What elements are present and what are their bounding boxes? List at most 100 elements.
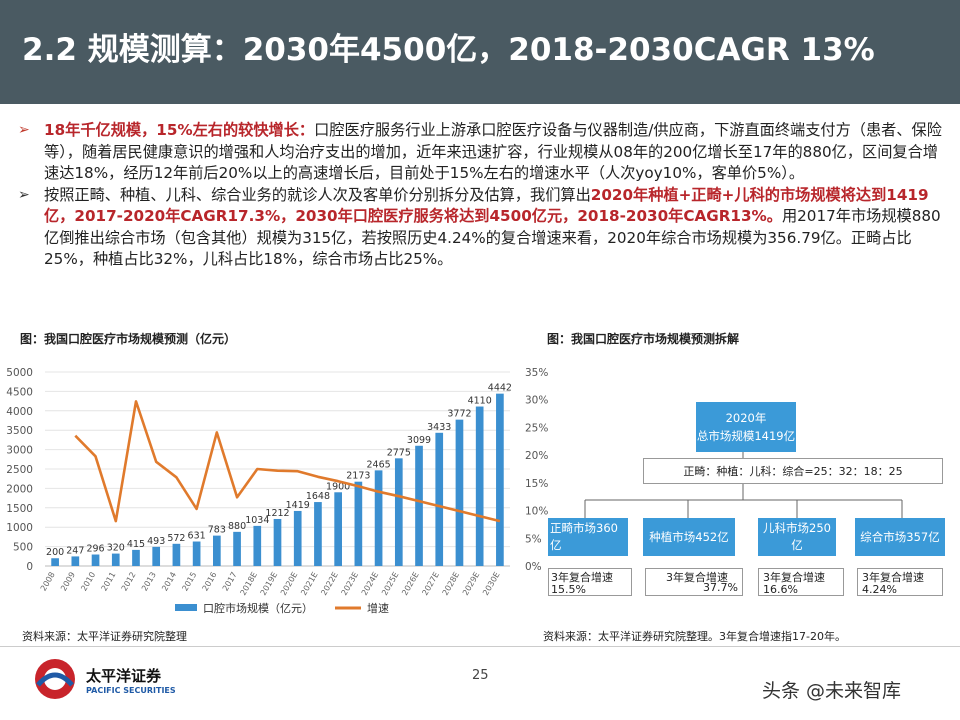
bar [91, 554, 100, 566]
note-value: 15.5% [551, 583, 586, 596]
bar-series [51, 393, 504, 566]
bar-value-label: 631 [188, 531, 206, 542]
x-tick-label: 2015 [180, 571, 198, 593]
x-tick-label: 2022E [319, 571, 340, 598]
bar [496, 393, 504, 566]
bar [213, 535, 221, 566]
tree-root-total: 总市场规模1419亿 [696, 429, 796, 443]
note-title: 3年复合增速 [666, 571, 728, 584]
bar [455, 419, 464, 566]
x-tick-label: 2013 [140, 571, 158, 593]
x-tick-label: 2028E [441, 571, 462, 598]
tree-node-implant: 种植市场452亿 [643, 518, 735, 556]
bar-value-label: 783 [208, 525, 226, 536]
bullet-2-text-b: 用2017年市场规模880亿倒推出综合市场（包含其他）规模为315亿，若按照历史… [44, 207, 941, 268]
x-tick-label: 2027E [420, 571, 441, 598]
y-left-tick-label: 3500 [6, 425, 33, 437]
bar [152, 546, 161, 566]
y-axis-right: 0% 5% 10% 15% 20% 25% 30% 35% [525, 367, 548, 573]
x-tick-label: 2020E [279, 571, 300, 598]
market-size-chart: 0 500 1000 1500 2000 2500 3000 3500 4000 4500 5000… [6, 367, 548, 615]
y-left-tick-label: 500 [13, 542, 33, 554]
bar-value-label: 4442 [488, 383, 512, 394]
bar-value-label: 296 [86, 544, 104, 555]
x-tick-label: 2014 [160, 571, 178, 593]
y-left-tick-label: 4000 [6, 406, 33, 418]
y-left-tick-label: 2000 [6, 483, 33, 495]
y-left-tick-label: 4500 [6, 386, 33, 398]
x-tick-label: 2025E [380, 571, 401, 598]
bar [354, 481, 363, 566]
bar [132, 549, 140, 566]
x-tick-label: 2011 [100, 571, 118, 593]
note-title: 3年复合增速 [862, 571, 924, 584]
bar [415, 445, 423, 566]
y-right-tick-label: 20% [525, 450, 548, 462]
logo-cn-text: 太平洋证券 [86, 667, 162, 685]
bar-value-label: 2465 [366, 459, 390, 470]
tree-ratio-box: 正畸：种植：儿科：综合=25：32：18：25 [643, 458, 943, 484]
y-right-tick-label: 10% [525, 506, 548, 518]
bullet-2-text-a: 按照正畸、种植、儿科、综合业务的就诊人次及客单价分别拆分及估算，我们算出 [44, 185, 591, 204]
note-value: 37.7% [703, 581, 738, 594]
bar-value-label: 1419 [286, 500, 310, 511]
x-tick-label: 2029E [461, 571, 482, 598]
bullet-1: ➢ 18年千亿规模，15%左右的较快增长：口腔医疗服务行业上游承口腔医疗设备与仪… [18, 120, 948, 185]
tree-root-node: 2020年 总市场规模1419亿 [696, 402, 796, 452]
x-tick-label: 2018E [239, 571, 260, 598]
bullet-2-highlight: 2020年种植+正畸+儿科的市场规模将达到1419亿，2017-2020年CAG… [44, 185, 929, 226]
arrow-bullet-icon: ➢ [18, 122, 30, 138]
note-title: 3年复合增速 [551, 571, 613, 584]
bar-value-label: 4110 [468, 396, 492, 407]
tree-note-orthodontics: 3年复合增速 15.5% [548, 568, 632, 596]
bar [435, 432, 444, 566]
tree-node-orthodontics: 正畸市场360亿 [548, 518, 628, 556]
chart-legend: 口腔市场规模（亿元） 增速 [175, 601, 389, 615]
bar-value-label: 1034 [245, 515, 269, 526]
bar [253, 525, 262, 566]
bar-value-label: 2173 [346, 471, 370, 482]
bullet-2: ➢ 按照正畸、种植、儿科、综合业务的就诊人次及客单价分别拆分及估算，我们算出20… [18, 185, 948, 271]
bar [314, 502, 322, 566]
bar [51, 558, 59, 566]
legend-label-bar: 口腔市场规模（亿元） [203, 601, 313, 615]
growth-line-series [74, 400, 501, 523]
page-title: 2.2 规模测算：2030年4500亿，2018-2030CAGR 13% [22, 32, 875, 68]
header-bar: 2.2 规模测算：2030年4500亿，2018-2030CAGR 13% [0, 0, 960, 104]
bar-value-label: 3772 [447, 409, 471, 420]
bar-value-label: 2775 [387, 447, 411, 458]
bar [192, 541, 201, 566]
tree-note-pediatric: 3年复合增速 16.6% [758, 568, 844, 596]
x-tick-label: 2024E [360, 571, 381, 598]
bullet-1-text: 口腔医疗服务行业上游承口腔医疗设备与仪器制造/供应商，下游直面终端支付方（患者、… [44, 121, 942, 182]
footer-divider [0, 646, 960, 647]
y-right-tick-label: 5% [525, 533, 542, 545]
growth-line [74, 400, 501, 523]
bar-value-label: 415 [127, 539, 145, 550]
company-logo: 太平洋证券 PACIFIC SECURITIES [30, 655, 195, 703]
x-tick-label: 2030E [481, 571, 502, 598]
note-value: 16.6% [763, 583, 798, 596]
y-right-tick-label: 30% [525, 395, 548, 407]
x-tick-label: 2021E [299, 571, 320, 598]
bar-value-label: 3433 [427, 422, 451, 433]
x-tick-label: 2026E [400, 571, 421, 598]
bar-value-label: 200 [46, 547, 64, 558]
x-tick-label: 2019E [259, 571, 280, 598]
bar-value-label: 247 [66, 545, 84, 556]
y-left-tick-label: 0 [26, 561, 33, 573]
logo-en-text: PACIFIC SECURITIES [86, 686, 176, 695]
bar [374, 470, 383, 566]
y-left-tick-label: 1500 [6, 503, 33, 515]
bar [233, 531, 241, 566]
bar [172, 543, 181, 566]
bar-value-label: 3099 [407, 435, 431, 446]
x-tick-label: 2016 [201, 571, 219, 593]
bar-value-label: 1648 [306, 491, 330, 502]
tree-node-general: 综合市场357亿 [855, 518, 945, 556]
logo-mark-icon [35, 659, 75, 699]
bar [334, 492, 342, 566]
y-left-tick-label: 2500 [6, 464, 33, 476]
x-tick-label: 2010 [79, 571, 97, 593]
